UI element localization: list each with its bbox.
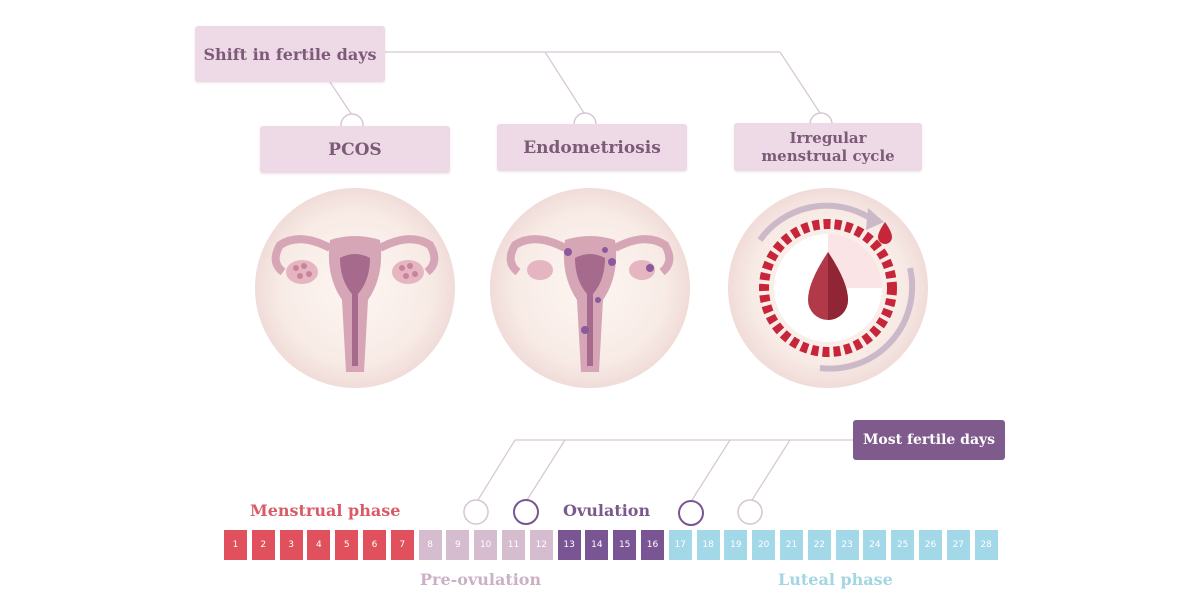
fertile-ring-17 bbox=[678, 500, 704, 526]
day-cell-17: 17 bbox=[668, 530, 692, 560]
day-cell-25: 25 bbox=[891, 530, 915, 560]
irregular-line-1: Irregular bbox=[789, 129, 867, 147]
day-cell-4: 4 bbox=[307, 530, 331, 560]
day-cell-7: 7 bbox=[390, 530, 414, 560]
pcos-label: PCOS bbox=[260, 126, 450, 173]
fertile-ring-10 bbox=[463, 499, 489, 525]
top-connectors bbox=[329, 51, 821, 116]
day-cell-19: 19 bbox=[724, 530, 748, 560]
day-cell-16: 16 bbox=[641, 530, 664, 560]
luteal-phase-label: Luteal phase bbox=[778, 570, 893, 589]
day-cell-20: 20 bbox=[752, 530, 776, 560]
endometriosis-label: Endometriosis bbox=[497, 124, 687, 171]
day-cell-3: 3 bbox=[279, 530, 303, 560]
irregular-line-2: menstrual cycle bbox=[761, 147, 895, 165]
day-cell-6: 6 bbox=[363, 530, 386, 560]
day-cell-18: 18 bbox=[696, 530, 720, 560]
day-cell-14: 14 bbox=[585, 530, 609, 560]
cycle-clock-icon bbox=[728, 188, 928, 388]
blood-drop-icon bbox=[878, 222, 892, 244]
day-cell-5: 5 bbox=[335, 530, 359, 560]
day-cell-15: 15 bbox=[613, 530, 637, 560]
day-cell-24: 24 bbox=[863, 530, 887, 560]
day-cell-10: 10 bbox=[474, 530, 498, 560]
bottom-connectors bbox=[477, 439, 853, 501]
menstrual-phase-label: Menstrual phase bbox=[250, 501, 401, 520]
day-cell-13: 13 bbox=[557, 530, 581, 560]
day-cell-21: 21 bbox=[780, 530, 803, 560]
day-cell-9: 9 bbox=[446, 530, 470, 560]
day-cell-12: 12 bbox=[529, 530, 553, 560]
shift-in-fertile-days-label: Shift in fertile days bbox=[195, 26, 385, 82]
fertile-ring-11 bbox=[513, 499, 539, 525]
day-cell-11: 11 bbox=[502, 530, 525, 560]
uterus-endometriosis-icon bbox=[490, 188, 690, 388]
day-cell-26: 26 bbox=[919, 530, 942, 560]
day-cell-1: 1 bbox=[224, 530, 247, 560]
day-cell-28: 28 bbox=[974, 530, 998, 560]
day-cell-23: 23 bbox=[835, 530, 859, 560]
pre-ovulation-label: Pre-ovulation bbox=[420, 570, 542, 589]
day-cell-27: 27 bbox=[946, 530, 970, 560]
uterus-pcos-icon bbox=[255, 188, 455, 388]
day-cell-2: 2 bbox=[251, 530, 275, 560]
day-cell-8: 8 bbox=[418, 530, 442, 560]
day-cell-22: 22 bbox=[807, 530, 831, 560]
ovulation-label: Ovulation bbox=[563, 501, 651, 520]
fertile-ring-19 bbox=[737, 499, 763, 525]
irregular-cycle-label: Irregular menstrual cycle bbox=[734, 123, 922, 171]
most-fertile-days-label: Most fertile days bbox=[853, 420, 1005, 460]
